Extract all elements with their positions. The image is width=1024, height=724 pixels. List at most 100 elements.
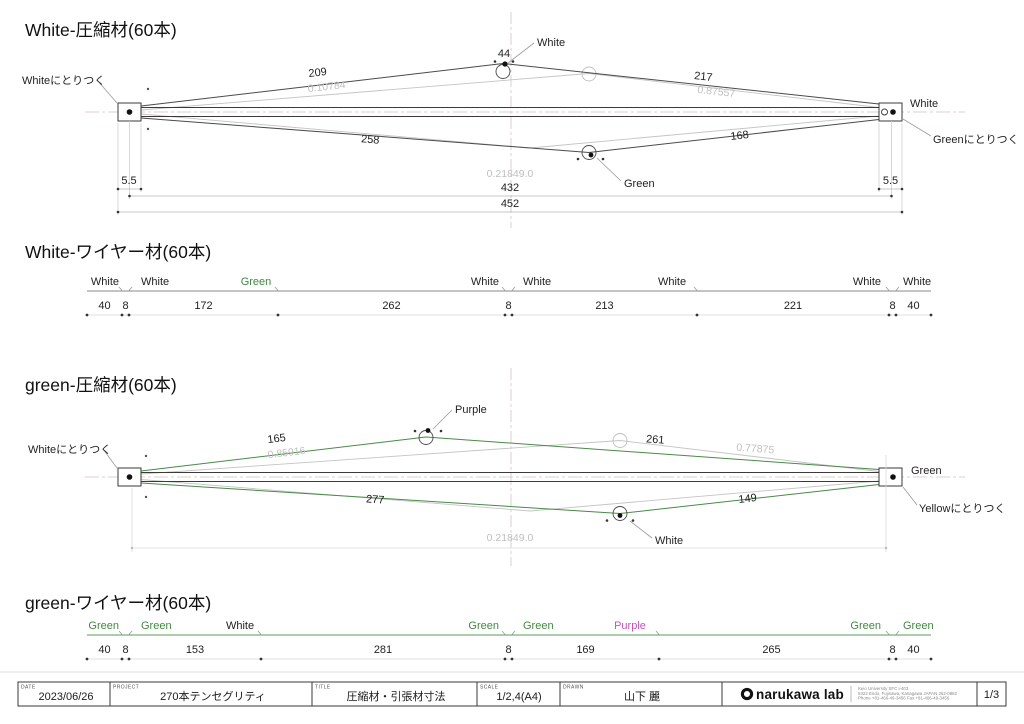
wire-node-label: Green (241, 276, 272, 288)
wire-bottom (140, 482, 880, 515)
date-label: DATE (21, 685, 36, 691)
dim-tick (493, 60, 497, 63)
dim-tick (139, 187, 143, 191)
section-white-wire: White-ワイヤー材(60本) White White Green White… (25, 242, 933, 317)
apex-top-dot (502, 61, 508, 67)
wire-node-label: Green (468, 620, 499, 632)
page-number: 1/3 (984, 689, 999, 701)
leader-line (596, 157, 622, 182)
segment-dim: 8 (122, 300, 128, 312)
wire-node-label: White (471, 276, 499, 288)
dim-tick (146, 87, 150, 91)
dim-tick (601, 157, 605, 161)
wire-position-line-top (140, 73, 880, 111)
lab-address-line1: Keio University SFC ι-403 (858, 686, 909, 691)
segment-dim: 8 (889, 644, 895, 656)
lab-address-line3: Phone +81-466-49-3456 Fax +81-466-49-345… (858, 696, 950, 701)
section-title: green-ワイヤー材(60本) (25, 593, 211, 613)
dim-ticks (85, 313, 933, 317)
leader-line (96, 79, 118, 104)
section-title: White-圧縮材(60本) (25, 20, 177, 40)
apex-bottom-dot (588, 152, 594, 158)
wire-node-label: Purple (614, 620, 646, 632)
wire-position-line-bottom (140, 479, 880, 512)
segment-dim: 213 (595, 300, 613, 312)
apex-top-dot (425, 428, 431, 433)
drawn-value: 山下 麗 (624, 690, 660, 703)
cap-node-ring-right (881, 108, 888, 116)
wire-bottom (140, 117, 880, 154)
cap-node-dot-left (126, 474, 133, 480)
dim-tick (900, 187, 904, 191)
title-block: DATE 2023/06/26 PROJECT 270本テンセグリティ TITL… (0, 671, 1024, 707)
extension-lines (117, 121, 903, 215)
node-leader-hooks (118, 630, 900, 635)
wire-node-label: Green (903, 620, 934, 632)
dim-tick (128, 194, 131, 198)
wire-node-label: Green (88, 620, 119, 632)
title-block-cell-borders (109, 682, 978, 706)
end-label-right: White (910, 98, 938, 110)
project-value: 270本テンセグリティ (160, 689, 266, 703)
project-label: PROJECT (113, 685, 139, 691)
strut-position-value: 0.21849.0 (487, 168, 534, 180)
extension-lines (131, 455, 887, 552)
dim-tick (884, 546, 888, 550)
segment-dim: 40 (98, 300, 110, 312)
wire-length-top-right: 217 (694, 70, 714, 84)
lab-name: narukawa lab (756, 687, 844, 702)
wire-node-label: Green (523, 620, 554, 632)
dim-cap-right: 5.5 (883, 175, 898, 187)
wire-position-top-right: 0.87557 (697, 84, 736, 100)
leader-line (507, 42, 535, 64)
wire-node-label: White (903, 276, 931, 288)
cap-node-dot-right (890, 474, 896, 480)
wire-position-top-right: 0.77875 (736, 442, 775, 457)
wire-position-top-left: 0.10784 (307, 79, 346, 95)
wire-node-label: White (523, 276, 551, 288)
section-title: green-圧縮材(60本) (25, 375, 177, 395)
section-white-strut: White-圧縮材(60本) 209 0.10784 217 (22, 12, 1019, 228)
segment-dim: 172 (194, 300, 212, 312)
dim-overall: 452 (501, 198, 519, 210)
title-value: 圧縮材・引張材寸法 (347, 689, 446, 703)
dim-tick (413, 429, 417, 433)
cap-node-dot-left (126, 109, 133, 115)
apex-top-label: White (537, 37, 565, 49)
wire-node-label: Green (141, 620, 172, 632)
wire-length-bottom-right: 149 (738, 492, 758, 506)
apex-top-label: Purple (455, 404, 487, 416)
wire-length-top-right: 261 (646, 433, 665, 446)
date-value: 2023/06/26 (38, 691, 93, 703)
wire-node-label: White (658, 276, 686, 288)
dim-tick (146, 127, 150, 131)
wire-position-line-bottom (140, 113, 880, 149)
wire-top (140, 436, 880, 472)
leader-line (432, 409, 453, 430)
leader-line (629, 520, 653, 539)
node-leader-hooks (118, 286, 900, 291)
segment-dim: 8 (889, 300, 895, 312)
dim-tick (900, 210, 904, 214)
wire-length-bottom-left: 277 (366, 493, 385, 506)
segment-dim: 281 (374, 644, 392, 656)
dim-tick (130, 546, 134, 550)
dim-ticks (85, 657, 933, 661)
wire-length-top-left: 165 (267, 432, 287, 446)
wire-node-label: White (226, 620, 254, 632)
end-label-right: Green (911, 465, 942, 477)
title-label: TITLE (315, 685, 331, 691)
lab-logo-icon (740, 687, 754, 701)
segment-dim: 8 (505, 644, 511, 656)
wire-node-label: White (141, 276, 169, 288)
dim-cap-left: 5.5 (121, 175, 136, 187)
attach-note-right: Greenにとりつく (933, 133, 1019, 146)
segment-dim: 40 (907, 300, 919, 312)
leader-line (102, 448, 118, 469)
dim-tick (605, 519, 609, 522)
apex-bottom-dot (617, 513, 623, 518)
title-block-border (17, 681, 1007, 707)
wire-node-label: White (853, 276, 881, 288)
segment-dim: 221 (784, 300, 802, 312)
